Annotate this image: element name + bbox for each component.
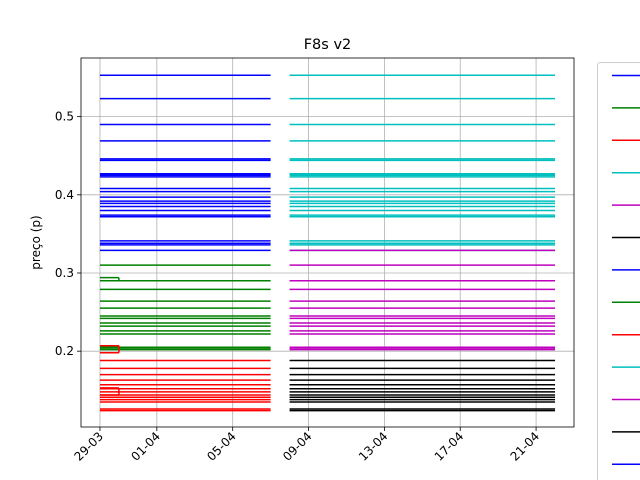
x-tick-label-1: 01-04 bbox=[128, 429, 163, 464]
plot-frame bbox=[80, 57, 575, 428]
y-tick-label-2: 0.4 bbox=[55, 188, 74, 202]
x-tick-label-6: 21-04 bbox=[508, 429, 543, 464]
x-tick-label-3: 09-04 bbox=[280, 429, 315, 464]
x-tick-label-5: 17-04 bbox=[432, 429, 467, 464]
grid-lines bbox=[81, 58, 574, 427]
y-tick-label-3: 0.5 bbox=[55, 110, 74, 124]
y-axis-label: preço (p) bbox=[29, 215, 43, 269]
legend bbox=[597, 62, 640, 480]
x-tick-label-0: 29-03 bbox=[72, 429, 107, 464]
y-axis: 0.2 0.3 0.4 0.5 bbox=[55, 110, 81, 358]
y-tick-label-1: 0.3 bbox=[55, 266, 74, 280]
chart-title: F8s v2 bbox=[304, 37, 352, 53]
x-tick-label-2: 05-04 bbox=[204, 429, 239, 464]
x-axis: 29-03 01-04 05-04 09-04 13-04 17-04 21-04 bbox=[72, 427, 543, 464]
series-layer bbox=[99, 74, 556, 412]
x-tick-label-4: 13-04 bbox=[356, 429, 391, 464]
legend-box bbox=[597, 62, 640, 480]
y-tick-label-0: 0.2 bbox=[55, 344, 74, 358]
